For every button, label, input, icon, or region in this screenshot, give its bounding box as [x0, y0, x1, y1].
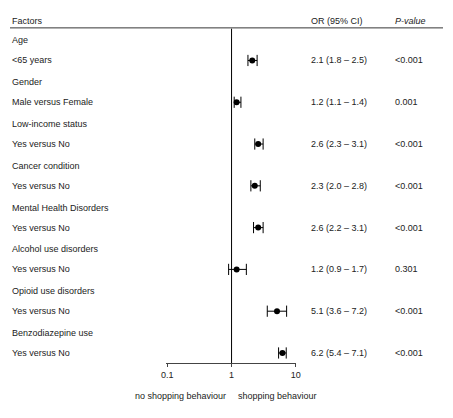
- svg-text:Yes versus No: Yes versus No: [12, 306, 70, 316]
- svg-text:1.2 (0.9 – 1.7): 1.2 (0.9 – 1.7): [311, 264, 367, 274]
- svg-text:Yes versus No: Yes versus No: [12, 348, 70, 358]
- svg-text:shopping behaviour: shopping behaviour: [238, 391, 317, 401]
- svg-text:2.6 (2.2 – 3.1): 2.6 (2.2 – 3.1): [311, 223, 367, 233]
- svg-text:<65 years: <65 years: [12, 55, 52, 65]
- svg-text:2.1 (1.8 – 2.5): 2.1 (1.8 – 2.5): [311, 55, 367, 65]
- svg-text:0.301: 0.301: [395, 264, 418, 274]
- svg-text:Yes versus No: Yes versus No: [12, 181, 70, 191]
- svg-text:10: 10: [291, 370, 301, 380]
- svg-text:<0.001: <0.001: [395, 181, 423, 191]
- svg-text:Age: Age: [12, 35, 28, 45]
- svg-text:Factors: Factors: [12, 16, 43, 26]
- svg-text:0.001: 0.001: [395, 97, 418, 107]
- svg-text:Alcohol use disorders: Alcohol use disorders: [12, 244, 99, 254]
- svg-text:Yes versus No: Yes versus No: [12, 139, 70, 149]
- svg-text:<0.001: <0.001: [395, 55, 423, 65]
- svg-text:2.6 (2.3 – 3.1): 2.6 (2.3 – 3.1): [311, 139, 367, 149]
- svg-text:Yes versus No: Yes versus No: [12, 264, 70, 274]
- svg-text:0.1: 0.1: [161, 370, 174, 380]
- svg-text:Benzodiazepine use: Benzodiazepine use: [12, 328, 93, 338]
- svg-text:Gender: Gender: [12, 77, 42, 87]
- svg-text:<0.001: <0.001: [395, 139, 423, 149]
- svg-text:OR (95% CI): OR (95% CI): [311, 16, 363, 26]
- svg-text:<0.001: <0.001: [395, 348, 423, 358]
- svg-text:1.2 (1.1 – 1.4): 1.2 (1.1 – 1.4): [311, 97, 367, 107]
- svg-text:Opioid use disorders: Opioid use disorders: [12, 286, 95, 296]
- svg-text:2.3 (2.0 – 2.8): 2.3 (2.0 – 2.8): [311, 181, 367, 191]
- svg-text:no shopping behaviour: no shopping behaviour: [135, 391, 226, 401]
- svg-text:5.1 (3.6 – 7.2): 5.1 (3.6 – 7.2): [311, 306, 367, 316]
- svg-text:1: 1: [229, 370, 234, 380]
- svg-text:Cancer condition: Cancer condition: [12, 161, 80, 171]
- svg-text:Mental Health Disorders: Mental Health Disorders: [12, 203, 109, 213]
- svg-text:6.2 (5.4 – 7.1): 6.2 (5.4 – 7.1): [311, 348, 367, 358]
- svg-text:Low-income status: Low-income status: [12, 119, 88, 129]
- svg-text:<0.001: <0.001: [395, 223, 423, 233]
- svg-text:Yes versus No: Yes versus No: [12, 223, 70, 233]
- svg-text:<0.001: <0.001: [395, 306, 423, 316]
- svg-text:P-value: P-value: [395, 16, 426, 26]
- svg-text:Male versus Female: Male versus Female: [12, 97, 93, 107]
